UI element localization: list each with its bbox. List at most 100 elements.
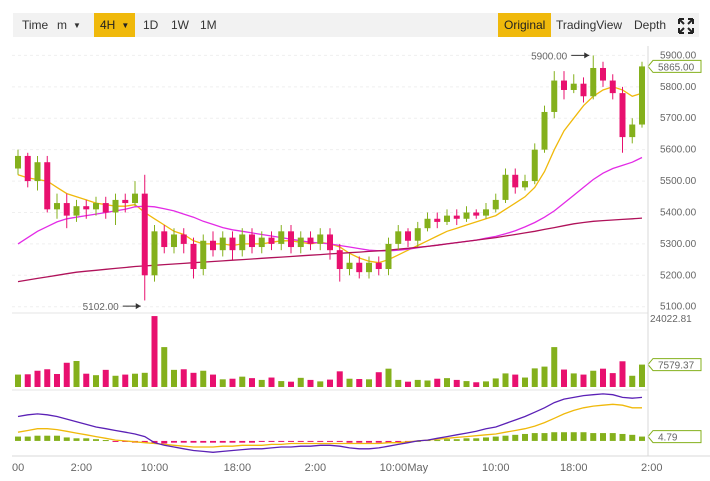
candle-body	[288, 231, 294, 248]
macd-line	[17, 393, 643, 453]
macd-histogram-bar	[346, 440, 353, 443]
volume-bar	[375, 372, 382, 387]
candle	[239, 228, 246, 257]
candle-body	[580, 83, 587, 97]
candle-body	[122, 199, 129, 204]
volume-bar	[122, 374, 129, 387]
minute-select-label: m	[57, 18, 67, 32]
volume-bar	[229, 378, 236, 387]
candle-body	[268, 237, 275, 244]
candle-body	[307, 237, 314, 244]
candle-body	[531, 149, 538, 182]
candle	[522, 174, 528, 191]
chevron-down-icon: ▼	[121, 20, 130, 30]
volume-bar	[307, 379, 314, 387]
macd-histogram-bar	[483, 437, 489, 441]
candle	[385, 237, 392, 276]
macd-histogram-bar	[54, 435, 60, 441]
price-tick-label: 5400.00	[660, 207, 697, 218]
volume-bar	[171, 369, 177, 387]
macd-indicator	[15, 393, 645, 453]
macd-signal-line	[17, 403, 642, 448]
interval-1w-button[interactable]: 1W	[171, 18, 189, 32]
candle-body	[395, 231, 402, 244]
price-tick-label: 5700.00	[660, 113, 697, 124]
macd-histogram-bar	[229, 440, 236, 443]
volume-bar	[346, 378, 353, 387]
candle	[73, 199, 80, 222]
candle	[629, 118, 636, 144]
volume-bar	[336, 371, 343, 387]
candle	[171, 228, 177, 254]
price-tick-label: 5900.00	[660, 50, 697, 61]
minute-interval-select[interactable]: m ▼	[51, 13, 89, 37]
candle	[366, 256, 372, 279]
view-depth-button[interactable]: Depth	[634, 18, 667, 32]
candle	[619, 86, 626, 153]
low-arrow-head	[135, 303, 141, 310]
view-tradingview-button[interactable]: TradingView	[556, 18, 623, 32]
macd-histogram-bar	[356, 440, 363, 443]
candle	[93, 196, 99, 216]
candle-body	[190, 243, 197, 270]
macd-histogram-bar	[200, 440, 207, 443]
candle	[414, 221, 421, 248]
macd-histogram-bar	[336, 440, 343, 442]
main-panel[interactable]: 5100.00 5200.00 5300.00 5400.00 5500.00 5600.…	[12, 46, 702, 313]
macd-histogram-bar	[473, 438, 480, 441]
candle	[141, 174, 148, 301]
candle	[210, 231, 216, 257]
candle-body	[405, 231, 411, 241]
volume-bar	[161, 347, 168, 387]
volume-bar	[151, 316, 158, 387]
interval-1m-button[interactable]: 1M	[200, 18, 217, 32]
volume-bar	[414, 379, 421, 387]
macd-histogram-bar	[434, 440, 441, 442]
time-button[interactable]: Time	[22, 18, 49, 32]
interval-1d-button[interactable]: 1D	[143, 18, 159, 32]
macd-histogram-bar	[453, 439, 460, 441]
time-tick-label: 18:00	[224, 462, 252, 474]
volume-bar	[570, 373, 577, 387]
candle-body	[502, 174, 509, 200]
candle-body	[375, 262, 382, 270]
view-original-button[interactable]: Original	[498, 13, 552, 37]
macd-histogram-bar	[34, 435, 41, 441]
candle-body	[590, 67, 597, 97]
candle-body	[83, 206, 90, 210]
interval-4h-label: 4H	[100, 18, 116, 32]
macd-histogram-bar	[385, 440, 392, 443]
volume-bar	[297, 377, 304, 387]
macd-histogram-bar	[375, 440, 382, 443]
candle	[83, 199, 90, 219]
volume-bars	[15, 316, 645, 387]
volume-bar	[219, 379, 226, 387]
candle	[600, 61, 606, 87]
candle	[561, 71, 567, 100]
volume-bar	[405, 381, 411, 387]
candle	[356, 256, 363, 279]
macd-histogram-bar	[317, 440, 324, 442]
macd-histogram-bar	[63, 437, 70, 441]
macd-panel[interactable]: 4.79	[12, 389, 702, 453]
candle	[463, 206, 470, 222]
macd-histogram-bar	[570, 432, 577, 441]
volume-bar	[590, 370, 597, 387]
volume-bar	[102, 369, 109, 387]
interval-4h-button[interactable]: 4H ▼	[94, 13, 136, 37]
volume-panel[interactable]: 24022.81 7579.37	[12, 312, 702, 387]
candle-body	[385, 243, 392, 270]
macd-histogram-bar	[24, 436, 31, 441]
candle	[122, 193, 129, 213]
volume-bar	[385, 368, 392, 387]
candle-body	[258, 237, 265, 248]
macd-histogram-bar	[83, 438, 90, 441]
volume-bar	[463, 381, 470, 387]
current-volume-marker	[647, 358, 702, 372]
candle	[112, 193, 119, 226]
fullscreen-button[interactable]	[676, 13, 696, 37]
candle-body	[570, 83, 577, 90]
high-arrow-head	[584, 52, 590, 59]
volume-bar	[580, 374, 587, 387]
candle	[161, 225, 168, 254]
